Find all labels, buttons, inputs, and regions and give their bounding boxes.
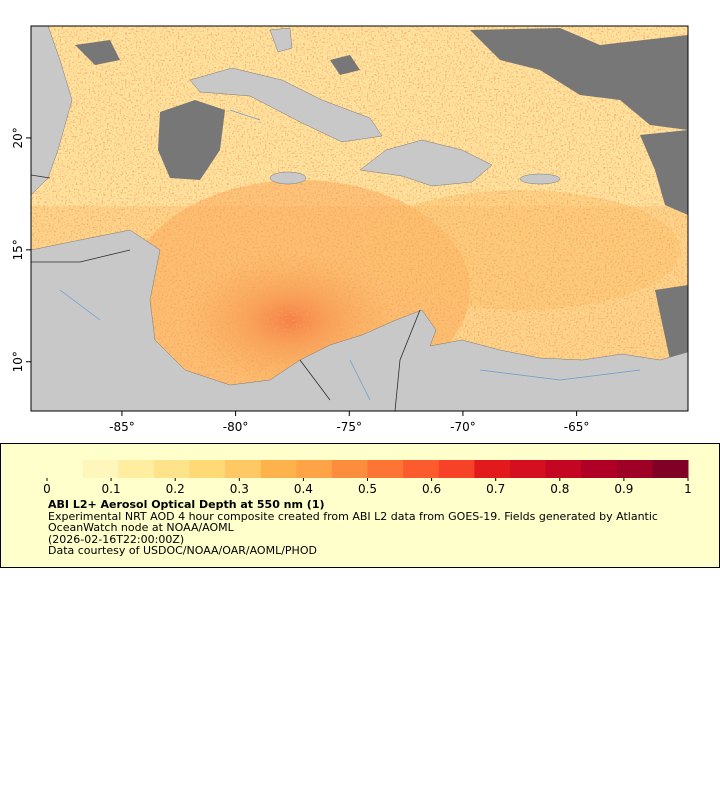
legend-credit: Data courtesy of USDOC/NOAA/OAR/AOML/PHO… [48, 544, 317, 557]
colorbar-swatch [581, 460, 618, 478]
colorbar-tick-label: 0.8 [550, 482, 569, 496]
legend-text: ABI L2+ Aerosol Optical Depth at 550 nm … [48, 499, 688, 557]
colorbar-tick-label: 0.1 [102, 482, 121, 496]
colorbar-swatch [509, 460, 547, 478]
colorbar-swatch [225, 460, 262, 478]
colorbar-tick-label: 0.5 [358, 482, 377, 496]
legend-timestamp: (2026-02-16T22:00:00Z) [48, 532, 185, 546]
map-figure: -85° -80° -75° -70° -65° 10° 15° 20° 0 0.1 0.2 0.3 0… [11, 25, 692, 496]
colorbar-swatch [47, 460, 84, 478]
colorbar-tick-label: 0.4 [294, 482, 313, 496]
y-tick-label: 20° [11, 127, 25, 148]
colorbar-tick-label: 0.6 [422, 482, 441, 496]
colorbar-swatch [331, 460, 368, 478]
colorbar-tick-label: 0.7 [486, 482, 505, 496]
colorbar-tick-label: 0 [43, 482, 51, 496]
x-tick-label: -75° [336, 420, 362, 434]
x-tick-label: -85° [109, 420, 135, 434]
colorbar-tick-label: 0.3 [230, 482, 249, 496]
colorbar-tick-label: 0.2 [166, 482, 185, 496]
x-tick-label: -80° [223, 420, 249, 434]
colorbar-swatch [118, 460, 155, 478]
colorbar-swatch [474, 460, 511, 478]
y-tick-label: 10° [11, 351, 25, 372]
colorbar-swatch [616, 460, 653, 478]
map-image [31, 26, 688, 411]
colorbar-swatch [153, 460, 190, 478]
colorbar-swatch [260, 460, 297, 478]
colorbar-swatch [189, 460, 226, 478]
colorbar-swatch [367, 460, 404, 478]
colorbar-swatch [652, 460, 689, 478]
colorbar-tick-label: 0.9 [614, 482, 633, 496]
x-tick-label: -65° [564, 420, 590, 434]
colorbar-swatch [296, 460, 333, 478]
map-frame [30, 25, 689, 412]
legend-title: ABI L2+ Aerosol Optical Depth at 550 nm … [48, 498, 325, 511]
colorbar-swatch [545, 460, 582, 478]
legend-description: Experimental NRT AOD 4 hour composite cr… [48, 509, 658, 534]
colorbar-swatch [438, 460, 475, 478]
x-tick-label: -70° [450, 420, 476, 434]
colorbar-swatch [82, 460, 119, 478]
colorbar-tick-label: 1 [684, 482, 692, 496]
y-tick-label: 15° [11, 239, 25, 260]
colorbar-swatch [403, 460, 440, 478]
